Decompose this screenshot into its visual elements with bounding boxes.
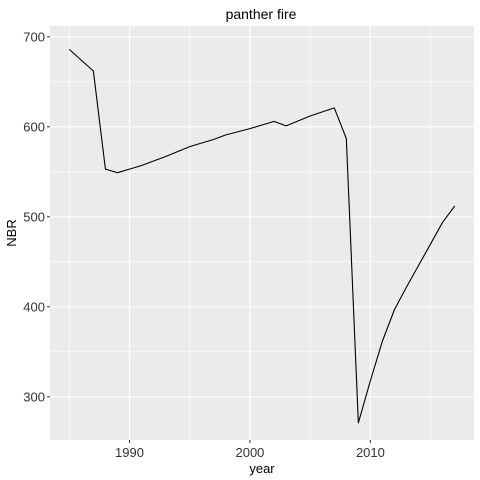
chart-title: panther fire [226,6,297,22]
y-tick-label: 400 [23,299,45,314]
y-tick-label: 500 [23,209,45,224]
x-axis-title: year [249,461,275,476]
y-axis-title: NBR [4,219,19,246]
y-tick-label: 700 [23,29,45,44]
x-tick-label: 1990 [115,445,144,460]
series-layer [68,48,456,424]
y-tick-label: 300 [23,389,45,404]
x-tick-label: 2010 [356,445,385,460]
x-tick-label: 2000 [235,445,264,460]
y-axis: 300 400 500 600 700 [23,29,50,404]
series-line [68,48,456,424]
plot-panel [50,26,474,440]
major-gridlines [50,26,474,440]
y-tick-label: 600 [23,119,45,134]
x-axis: 1990 2000 2010 [115,440,385,460]
